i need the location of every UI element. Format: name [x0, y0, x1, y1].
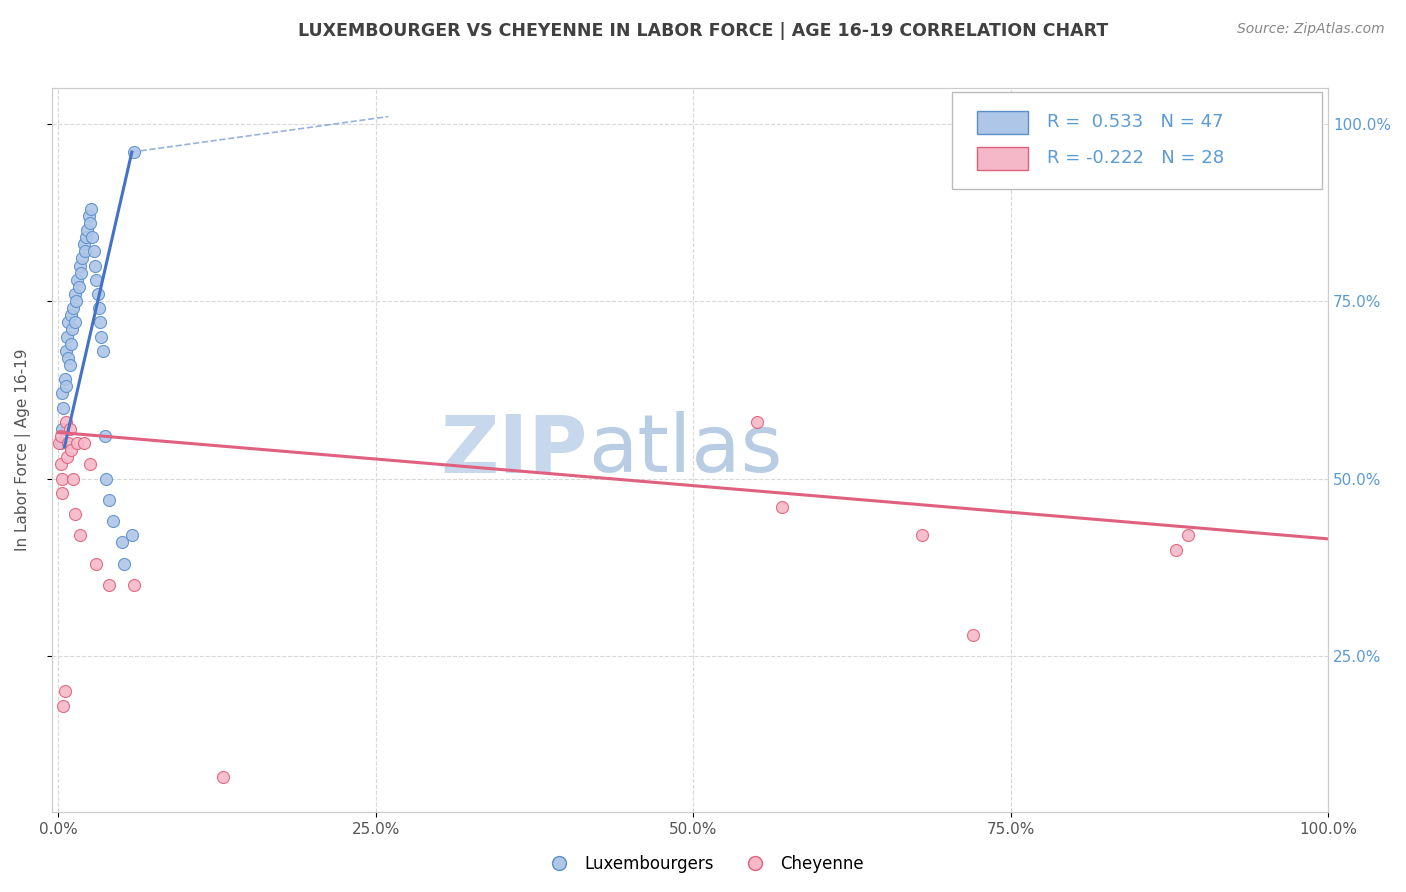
- Text: atlas: atlas: [588, 411, 782, 489]
- Point: [111, 535, 134, 549]
- Point: [1177, 528, 1199, 542]
- Point: [770, 500, 793, 514]
- Point: [70, 266, 93, 280]
- Point: [121, 528, 143, 542]
- Point: [52, 698, 75, 713]
- Point: [69, 259, 91, 273]
- Legend: Luxembourgers, Cheyenne: Luxembourgers, Cheyenne: [536, 848, 870, 880]
- Point: [98, 578, 121, 592]
- Point: [53, 684, 76, 698]
- Point: [962, 628, 984, 642]
- Point: [86, 287, 108, 301]
- Point: [51, 471, 73, 485]
- Point: [745, 415, 768, 429]
- Point: [63, 287, 86, 301]
- Point: [72, 436, 94, 450]
- FancyBboxPatch shape: [977, 111, 1028, 134]
- Point: [84, 273, 107, 287]
- Point: [72, 237, 94, 252]
- Point: [79, 458, 101, 472]
- Point: [212, 770, 235, 784]
- Point: [62, 301, 84, 315]
- Point: [89, 315, 111, 329]
- Point: [69, 528, 91, 542]
- Point: [49, 458, 72, 472]
- Point: [76, 223, 98, 237]
- Y-axis label: In Labor Force | Age 16-19: In Labor Force | Age 16-19: [15, 349, 31, 551]
- Point: [73, 244, 96, 259]
- Point: [80, 202, 103, 216]
- Point: [63, 507, 86, 521]
- Point: [112, 557, 135, 571]
- Text: R = -0.222   N = 28: R = -0.222 N = 28: [1047, 149, 1225, 168]
- Point: [59, 443, 82, 458]
- Point: [87, 301, 110, 315]
- Point: [58, 436, 80, 450]
- FancyBboxPatch shape: [952, 92, 1322, 189]
- Point: [77, 209, 100, 223]
- Point: [53, 372, 76, 386]
- Point: [124, 578, 146, 592]
- Point: [96, 471, 118, 485]
- Point: [91, 343, 114, 358]
- Point: [1164, 542, 1187, 557]
- Point: [56, 329, 79, 343]
- Point: [59, 358, 82, 372]
- Point: [48, 436, 70, 450]
- Point: [49, 436, 72, 450]
- Point: [49, 429, 72, 443]
- Point: [124, 145, 146, 159]
- Point: [55, 379, 77, 393]
- Point: [62, 471, 84, 485]
- Point: [51, 485, 73, 500]
- Point: [65, 294, 87, 309]
- Point: [82, 230, 104, 244]
- FancyBboxPatch shape: [977, 147, 1028, 170]
- Text: R =  0.533   N = 47: R = 0.533 N = 47: [1047, 113, 1223, 131]
- Point: [63, 315, 86, 329]
- Point: [75, 230, 97, 244]
- Point: [51, 422, 73, 436]
- Point: [52, 401, 75, 415]
- Point: [67, 280, 90, 294]
- Point: [59, 336, 82, 351]
- Point: [90, 329, 112, 343]
- Point: [59, 308, 82, 322]
- Point: [911, 528, 934, 542]
- Point: [55, 343, 77, 358]
- Point: [72, 252, 94, 266]
- Point: [83, 244, 105, 259]
- Point: [58, 351, 80, 365]
- Point: [55, 415, 77, 429]
- Point: [60, 322, 83, 336]
- Point: [56, 450, 79, 465]
- Text: LUXEMBOURGER VS CHEYENNE IN LABOR FORCE | AGE 16-19 CORRELATION CHART: LUXEMBOURGER VS CHEYENNE IN LABOR FORCE …: [298, 22, 1108, 40]
- Point: [79, 216, 101, 230]
- Text: Source: ZipAtlas.com: Source: ZipAtlas.com: [1237, 22, 1385, 37]
- Text: ZIP: ZIP: [440, 411, 588, 489]
- Point: [101, 514, 124, 528]
- Point: [58, 315, 80, 329]
- Point: [66, 273, 89, 287]
- Point: [98, 492, 121, 507]
- Point: [84, 557, 107, 571]
- Point: [66, 436, 89, 450]
- Point: [94, 429, 117, 443]
- Point: [51, 386, 73, 401]
- Point: [59, 422, 82, 436]
- Point: [84, 259, 107, 273]
